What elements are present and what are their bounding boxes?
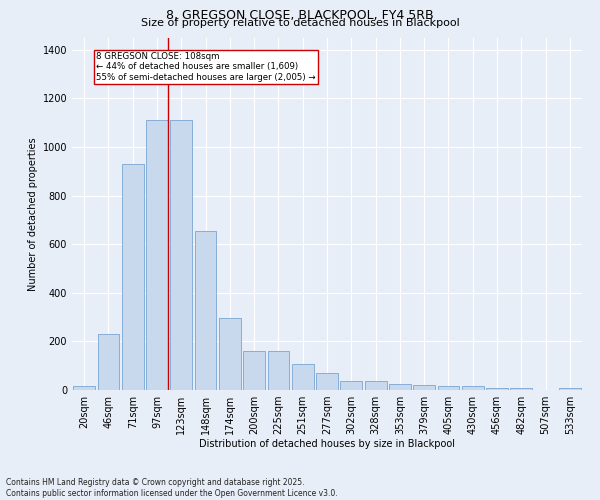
Bar	[511, 388, 532, 390]
Bar	[389, 384, 411, 390]
Bar	[413, 384, 435, 390]
Y-axis label: Number of detached properties: Number of detached properties	[28, 137, 38, 290]
Text: 8 GREGSON CLOSE: 108sqm
← 44% of detached houses are smaller (1,609)
55% of semi: 8 GREGSON CLOSE: 108sqm ← 44% of detache…	[96, 52, 316, 82]
Bar	[146, 120, 168, 390]
Bar	[170, 120, 192, 390]
Bar	[292, 364, 314, 390]
X-axis label: Distribution of detached houses by size in Blackpool: Distribution of detached houses by size …	[199, 438, 455, 448]
Bar	[194, 231, 217, 390]
Bar	[462, 386, 484, 390]
Bar	[97, 334, 119, 390]
Bar	[365, 381, 386, 390]
Bar	[437, 386, 460, 390]
Bar	[340, 381, 362, 390]
Bar	[73, 386, 95, 390]
Bar	[243, 351, 265, 390]
Bar	[268, 351, 289, 390]
Text: Contains HM Land Registry data © Crown copyright and database right 2025.
Contai: Contains HM Land Registry data © Crown c…	[6, 478, 338, 498]
Bar	[486, 388, 508, 390]
Bar	[219, 318, 241, 390]
Bar	[122, 164, 143, 390]
Text: 8, GREGSON CLOSE, BLACKPOOL, FY4 5RB: 8, GREGSON CLOSE, BLACKPOOL, FY4 5RB	[166, 9, 434, 22]
Text: Size of property relative to detached houses in Blackpool: Size of property relative to detached ho…	[140, 18, 460, 28]
Bar	[559, 388, 581, 390]
Bar	[316, 373, 338, 390]
